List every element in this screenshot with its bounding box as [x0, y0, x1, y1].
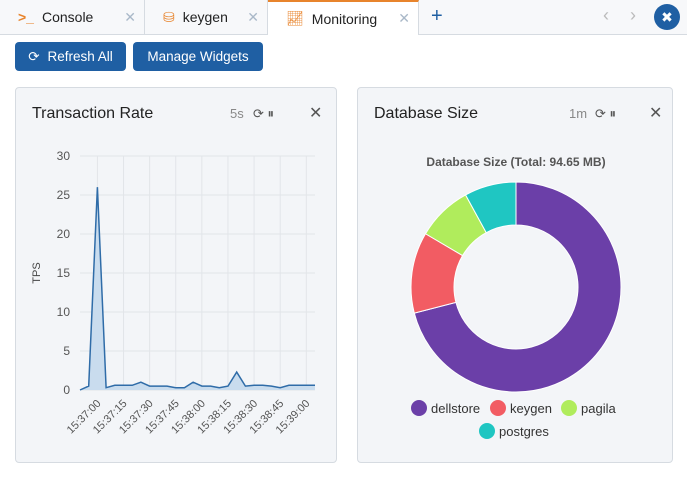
- next[interactable]: ›: [630, 5, 636, 25]
- button-label: Manage Widgets: [147, 49, 249, 64]
- y-tick-label: 0: [63, 383, 70, 397]
- tab-bar: >_ Console ✕ ⛁ keygen ✕ 📈︎ Monitoring ✕ + ‹ › …: [0, 0, 687, 35]
- close-tab[interactable]: ✕: [398, 10, 410, 26]
- y-tick-label: 15: [57, 266, 71, 280]
- chart-icon: 📈︎: [286, 10, 304, 26]
- close[interactable]: ✕: [649, 105, 663, 122]
- legend-swatch: [490, 400, 506, 416]
- refresh[interactable]: ⟳ ⏸: [595, 106, 617, 121]
- close-tab[interactable]: ✕: [124, 8, 136, 25]
- legend-swatch: [479, 423, 495, 439]
- y-tick-label: 5: [63, 344, 70, 358]
- slice: [413, 181, 622, 393]
- legend-label: pagila: [581, 401, 616, 416]
- add-tab[interactable]: +: [431, 5, 443, 27]
- console-icon: >_: [18, 9, 34, 25]
- manage-widgets[interactable]: Manage Widgets: [133, 42, 263, 71]
- tools[interactable]: ✖: [654, 4, 680, 30]
- line: [79, 187, 315, 391]
- legend-label: dellstore: [431, 401, 480, 416]
- slice: [464, 181, 517, 234]
- tab-label: Console: [41, 9, 94, 25]
- widget-title: Transaction Rate: [32, 105, 154, 122]
- y-tick-label: 25: [57, 188, 71, 202]
- tab-label: keygen: [182, 9, 228, 25]
- refresh-all[interactable]: ⟳ Refresh All: [15, 42, 126, 71]
- area: [80, 187, 315, 390]
- refresh-icon: ⟳: [28, 48, 40, 64]
- db-icon: ⛁: [163, 8, 175, 25]
- y-tick-label: 20: [57, 227, 71, 241]
- button-label: Refresh All: [47, 49, 113, 64]
- legend-swatch: [561, 400, 577, 416]
- close[interactable]: ✕: [309, 105, 323, 122]
- legend-swatch: [411, 400, 427, 416]
- legend-label: keygen: [510, 401, 552, 416]
- widget-title: Database Size: [374, 105, 479, 122]
- tab-label: Monitoring: [311, 10, 378, 27]
- tab[interactable]: 📈︎ Monitoring ✕: [268, 0, 419, 35]
- y-tick-label: 10: [57, 305, 71, 319]
- legend-label: postgres: [499, 424, 549, 439]
- interval: 1m: [569, 106, 588, 121]
- tab[interactable]: >_ Console ✕: [0, 0, 145, 34]
- y-axis-label: TPS: [31, 262, 43, 283]
- chart-title: Database Size (Total: 94.65 MB): [426, 155, 605, 169]
- tab[interactable]: ⛁ keygen ✕: [145, 0, 268, 34]
- refresh[interactable]: ⟳ ⏸: [253, 106, 275, 121]
- interval: 5s: [230, 106, 244, 121]
- y-tick-label: 30: [57, 149, 71, 163]
- prev[interactable]: ‹: [603, 5, 609, 25]
- close-tab[interactable]: ✕: [247, 8, 259, 25]
